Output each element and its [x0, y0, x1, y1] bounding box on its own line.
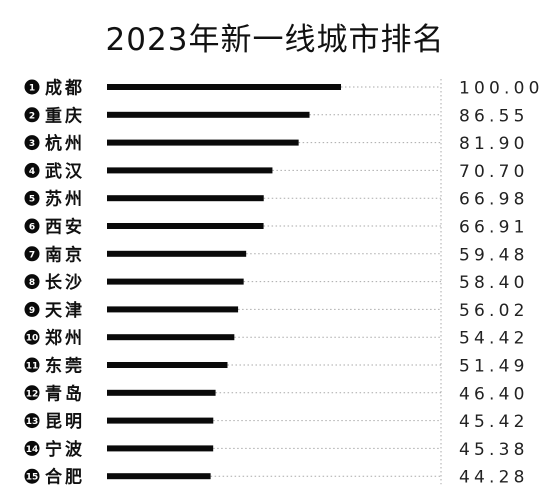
city-label: 武汉: [45, 161, 85, 182]
rank-badge: [24, 440, 40, 456]
rank-number: 5: [29, 195, 35, 205]
value-label: 44.28: [459, 468, 529, 488]
bar: [107, 334, 235, 341]
bar: [107, 362, 228, 368]
city-label: 东莞: [45, 356, 85, 377]
rank-number: 12: [26, 389, 39, 399]
rank-badge: [24, 218, 40, 234]
value-label: 58.40: [459, 273, 529, 293]
value-label: 46.40: [459, 384, 529, 404]
rank-badge: [24, 135, 40, 151]
rank-badge: [24, 357, 40, 373]
value-label: 86.55: [459, 106, 529, 126]
city-label: 长沙: [45, 272, 85, 293]
bar: [107, 223, 264, 229]
rank-badge: [24, 301, 40, 317]
bar: [107, 389, 216, 396]
city-label: 杭州: [45, 133, 85, 154]
rank-badge: [24, 246, 40, 262]
rank-number: 15: [26, 473, 39, 483]
bar: [107, 417, 214, 424]
rank-badge: [24, 385, 40, 401]
value-label: 66.91: [459, 218, 529, 238]
city-label: 西安: [45, 217, 85, 238]
bar: [107, 306, 239, 313]
rank-number: 7: [29, 250, 35, 260]
bar: [107, 167, 273, 174]
bar: [107, 473, 211, 480]
bar: [107, 84, 341, 90]
rank-number: 3: [29, 139, 35, 149]
value-label: 54.42: [459, 329, 529, 349]
bar: [107, 278, 244, 285]
city-label: 昆明: [45, 412, 85, 432]
value-label: 70.70: [459, 162, 529, 182]
bar: [107, 250, 247, 257]
rank-badge: [24, 107, 40, 123]
city-label: 宁波: [45, 439, 85, 460]
value-label: 45.38: [459, 440, 529, 460]
bar: [107, 445, 214, 452]
city-label: 郑州: [45, 328, 85, 349]
value-label: 51.49: [459, 357, 529, 377]
rank-number: 2: [29, 111, 35, 121]
rank-badge: [24, 79, 40, 95]
rank-number: 11: [26, 362, 39, 372]
value-label: 66.98: [459, 190, 529, 210]
rank-badge: [24, 190, 40, 206]
city-label: 天津: [45, 300, 85, 321]
city-label: 青岛: [45, 383, 85, 404]
value-label: 81.90: [459, 134, 529, 154]
city-label: 苏州: [45, 189, 85, 210]
rank-number: 4: [29, 167, 35, 177]
bar: [107, 111, 310, 118]
value-label: 59.48: [459, 245, 529, 265]
rank-badge: [24, 468, 40, 484]
city-label: 合肥: [45, 467, 85, 488]
rank-badge: [24, 274, 40, 290]
rank-number: 1: [29, 84, 35, 94]
value-label: 45.42: [459, 412, 529, 432]
value-label: 100.00: [459, 79, 544, 99]
value-label: 56.02: [459, 301, 529, 321]
rank-badge: [24, 329, 40, 345]
chart-title: 2023年新一线城市排名: [105, 22, 445, 58]
rank-badge: [24, 413, 40, 429]
bar: [107, 195, 264, 202]
city-label: 成都: [45, 78, 85, 99]
rank-number: 6: [29, 223, 35, 233]
rank-number: 9: [29, 306, 35, 316]
rank-number: 8: [29, 278, 35, 288]
city-label: 南京: [45, 244, 85, 265]
bar: [107, 139, 299, 146]
city-label: 重庆: [45, 105, 85, 126]
rank-badge: [24, 162, 40, 178]
rank-number: 13: [26, 417, 39, 427]
rank-number: 14: [26, 445, 39, 455]
rank-number: 10: [26, 334, 39, 344]
